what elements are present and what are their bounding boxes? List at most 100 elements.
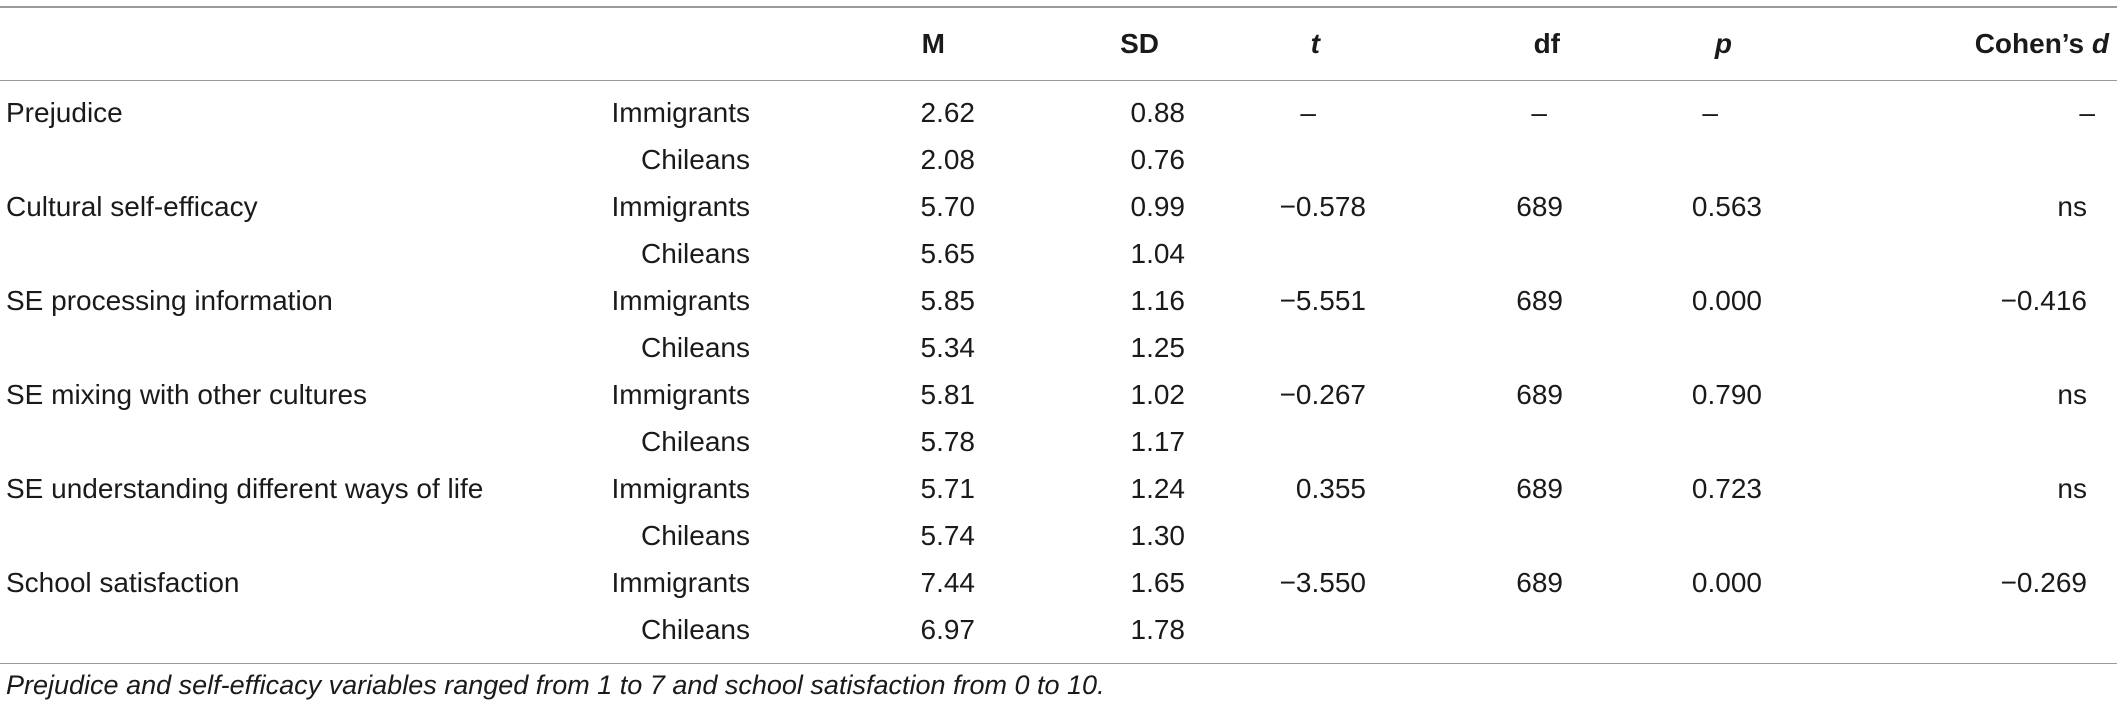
cell-cohens-d	[1810, 606, 2117, 664]
cell-group: Immigrants	[611, 190, 750, 222]
cell-group: Immigrants	[611, 96, 750, 128]
cell-cohens-d	[1810, 230, 2117, 277]
cell-df	[1410, 136, 1605, 183]
cell-sd: 0.88	[1130, 96, 1186, 128]
cell-p	[1605, 136, 1810, 183]
cell-group: Chileans	[641, 613, 750, 645]
cell-cohens-d	[1810, 324, 2117, 371]
cell-p	[1605, 606, 1810, 664]
table-footnote: Prejudice and self-efficacy variables ra…	[6, 670, 1105, 700]
cell-sd: 0.99	[1130, 190, 1186, 222]
cell-variable	[0, 136, 580, 183]
cell-sd: 0.76	[1130, 143, 1186, 175]
cell-df	[1410, 418, 1605, 465]
cell-m: 2.62	[920, 96, 976, 128]
table-row: Chileans 6.97 1.78	[0, 606, 2117, 664]
cell-p	[1605, 230, 1810, 277]
cell-df	[1410, 606, 1605, 664]
cell-df: 689	[1516, 284, 1563, 316]
cell-df: 689	[1516, 190, 1563, 222]
cell-sd: 1.25	[1130, 331, 1186, 363]
cell-variable: SE processing information	[6, 284, 333, 316]
table-row: Chileans 5.34 1.25	[0, 324, 2117, 371]
cell-group: Chileans	[641, 425, 750, 457]
cell-group: Chileans	[641, 519, 750, 551]
cell-t: −5.551	[1279, 284, 1366, 316]
cell-p: 0.563	[1691, 190, 1762, 222]
cell-sd: 1.02	[1130, 378, 1186, 410]
table-row: Cultural self-efficacy Immigrants 5.70 0.99…	[0, 183, 2117, 230]
cell-m: 5.81	[920, 378, 976, 410]
cell-variable	[0, 324, 580, 371]
cell-variable: SE mixing with other cultures	[6, 378, 368, 410]
table-row: Chileans 5.74 1.30	[0, 512, 2117, 559]
header-variable	[0, 7, 580, 81]
cell-group: Immigrants	[611, 378, 750, 410]
cell-sd: 1.24	[1130, 472, 1186, 504]
header-group	[580, 7, 750, 81]
cell-sd: 1.16	[1130, 284, 1186, 316]
cell-sd: 1.30	[1130, 519, 1186, 551]
cell-p: 0.000	[1691, 566, 1762, 598]
cell-cohens-d: −0.269	[2000, 566, 2087, 598]
cell-df	[1410, 324, 1605, 371]
cell-t: −0.267	[1279, 378, 1366, 410]
cell-t	[1185, 606, 1410, 664]
table-row: Chileans 5.78 1.17	[0, 418, 2117, 465]
table-row: Prejudice Immigrants 2.62 0.88 – – – –	[0, 81, 2117, 137]
cell-t	[1185, 324, 1410, 371]
header-df: df	[1533, 28, 1560, 59]
cell-t: −0.578	[1279, 190, 1366, 222]
table-row: SE understanding different ways of life I…	[0, 465, 2117, 512]
cell-variable: SE understanding different ways of life	[6, 472, 484, 504]
cell-sd: 1.04	[1130, 237, 1186, 269]
cell-m: 5.34	[920, 331, 976, 363]
cell-p	[1605, 324, 1810, 371]
cell-variable: Cultural self-efficacy	[6, 190, 258, 222]
cell-group: Chileans	[641, 237, 750, 269]
cell-variable: Prejudice	[6, 96, 123, 128]
cell-m: 5.71	[920, 472, 976, 504]
cell-p: 0.790	[1691, 378, 1762, 410]
results-table: M SD t df p Cohen’s d Prejudice Immigrant…	[0, 6, 2117, 664]
cell-df: 689	[1516, 472, 1563, 504]
cell-group: Immigrants	[611, 472, 750, 504]
cell-t	[1185, 136, 1410, 183]
header-row: M SD t df p Cohen’s d	[0, 7, 2117, 81]
cell-t: −3.550	[1279, 566, 1366, 598]
cell-p: 0.723	[1691, 472, 1762, 504]
table-body: Prejudice Immigrants 2.62 0.88 – – – – Chileans 2…	[0, 81, 2117, 664]
cell-t: –	[1300, 96, 1316, 128]
cell-df	[1410, 512, 1605, 559]
cell-variable	[0, 606, 580, 664]
cell-group: Chileans	[641, 143, 750, 175]
cell-group: Immigrants	[611, 284, 750, 316]
cell-df: –	[1531, 96, 1547, 128]
cell-m: 5.85	[920, 284, 976, 316]
cell-group: Chileans	[641, 331, 750, 363]
table-row: SE mixing with other cultures Immigrants 5…	[0, 371, 2117, 418]
cell-p: 0.000	[1691, 284, 1762, 316]
cell-p	[1605, 418, 1810, 465]
table-row: School satisfaction Immigrants 7.44 1.65 −3.…	[0, 559, 2117, 606]
cell-df: 689	[1516, 378, 1563, 410]
cell-variable: School satisfaction	[6, 566, 240, 598]
cell-cohens-d: ns	[2057, 378, 2087, 410]
cell-m: 7.44	[920, 566, 976, 598]
cell-m: 5.65	[920, 237, 976, 269]
table-row: Chileans 5.65 1.04	[0, 230, 2117, 277]
header-m: M	[921, 28, 945, 59]
cell-t: 0.355	[1295, 472, 1366, 504]
cell-t	[1185, 418, 1410, 465]
cell-p: –	[1702, 96, 1718, 128]
cell-cohens-d: ns	[2057, 472, 2087, 504]
cell-m: 5.78	[920, 425, 976, 457]
table-header: M SD t df p Cohen’s d	[0, 7, 2117, 81]
header-sd: SD	[1120, 28, 1159, 59]
cell-m: 6.97	[920, 613, 976, 645]
cell-p	[1605, 512, 1810, 559]
cell-cohens-d	[1810, 418, 2117, 465]
header-cohens-d: Cohen’s d	[1810, 7, 2117, 81]
cell-variable	[0, 418, 580, 465]
